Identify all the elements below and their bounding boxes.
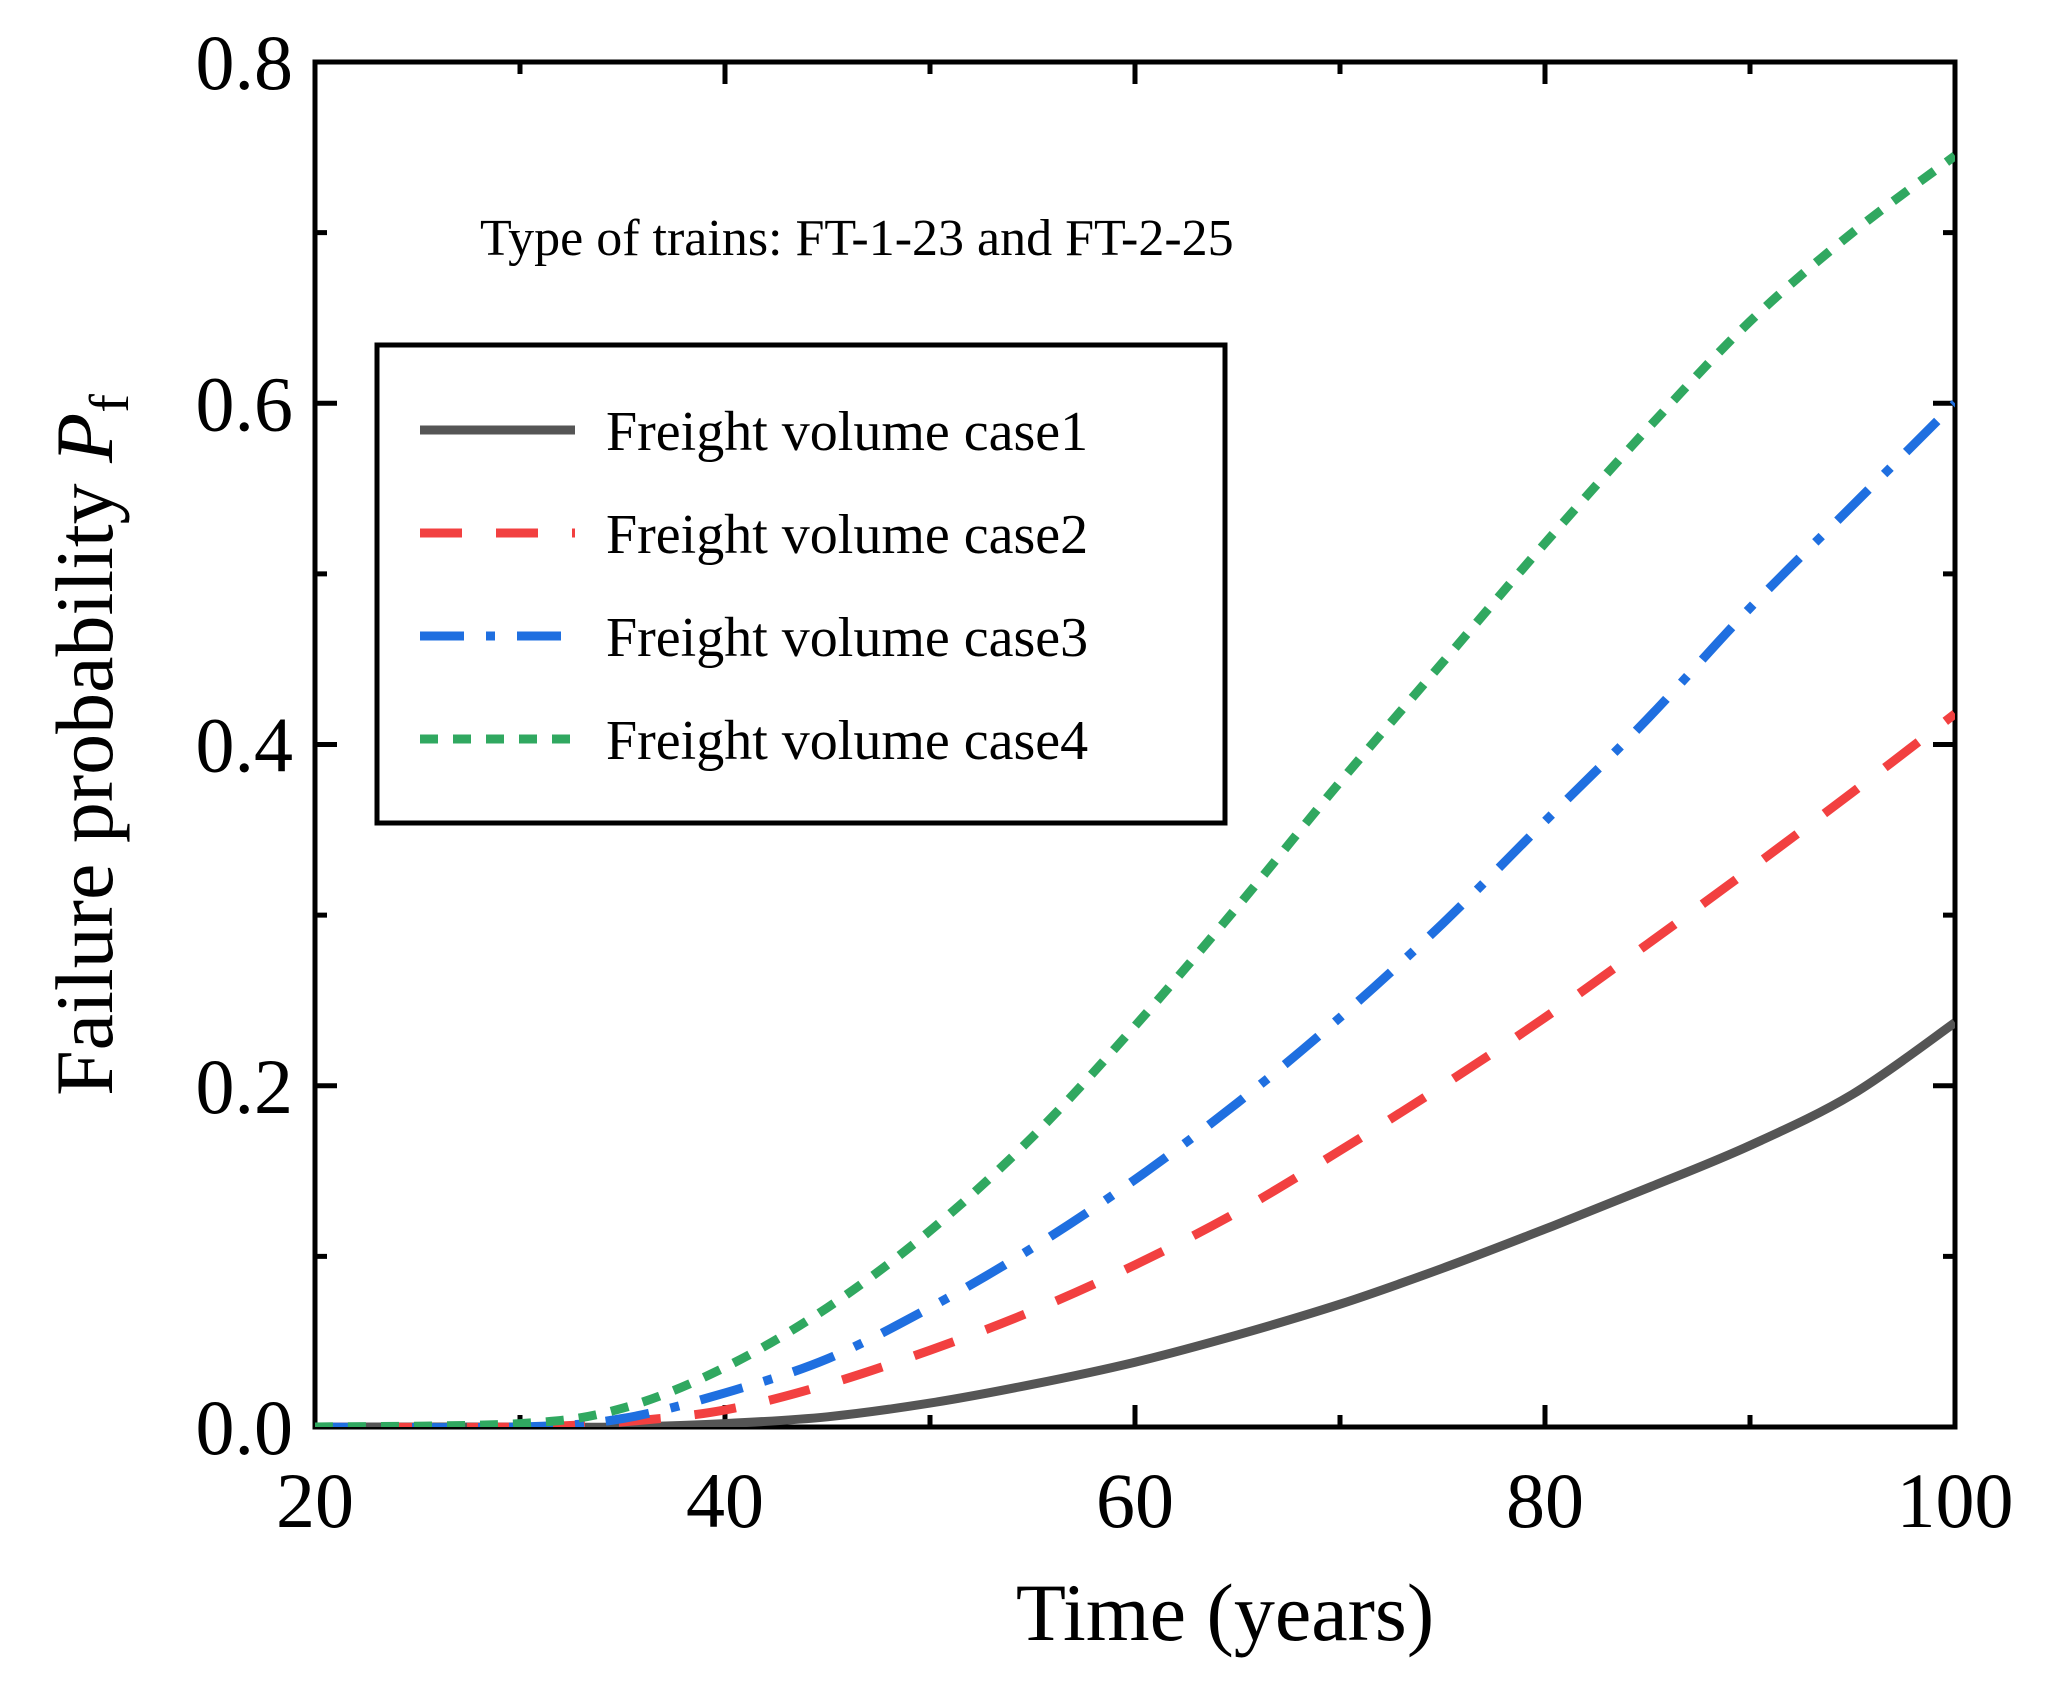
x-tick-label: 40 [686, 1457, 764, 1544]
series-line-case3 [315, 400, 1955, 1427]
y-tick-label: 0.8 [196, 19, 294, 106]
y-axis-title-text: Failure probability [39, 463, 130, 1096]
x-tick-label: 60 [1096, 1457, 1174, 1544]
y-tick-label: 0.4 [196, 702, 294, 789]
y-axis-title-symbol: P [39, 413, 130, 464]
legend-label-case4: Freight volume case4 [606, 710, 1088, 772]
y-axis-title-subscript: f [79, 394, 141, 413]
series-lines [315, 152, 1955, 1427]
axis-ticks [312, 59, 1958, 1430]
legend-box [374, 342, 1228, 826]
y-tick-label: 0.0 [196, 1384, 294, 1471]
legend-label-case2: Freight volume case2 [606, 504, 1088, 566]
series-line-case1 [315, 1018, 1955, 1427]
x-tick-label: 20 [276, 1457, 354, 1544]
legend: Freight volume case1 Freight volume case2… [374, 342, 1228, 826]
x-tick-label: 80 [1506, 1457, 1584, 1544]
series-line-case4 [315, 152, 1955, 1427]
series-line-case2 [315, 710, 1955, 1427]
legend-label-case1: Freight volume case1 [606, 401, 1088, 463]
train-type-annotation: Type of trains: FT-1-23 and FT-2-25 [480, 210, 1234, 267]
y-axis-title: Failure probability Pf [39, 394, 141, 1096]
legend-label-case3: Freight volume case3 [606, 607, 1088, 669]
x-axis-title: Time (years) [1016, 1567, 1434, 1658]
x-tick-label: 100 [1897, 1457, 2014, 1544]
y-tick-label: 0.2 [196, 1043, 294, 1130]
y-tick-label: 0.6 [196, 360, 294, 447]
axis-tick-labels: 20 40 60 80 100 0.0 0.2 0.4 0.6 0.8 [196, 19, 2014, 1544]
